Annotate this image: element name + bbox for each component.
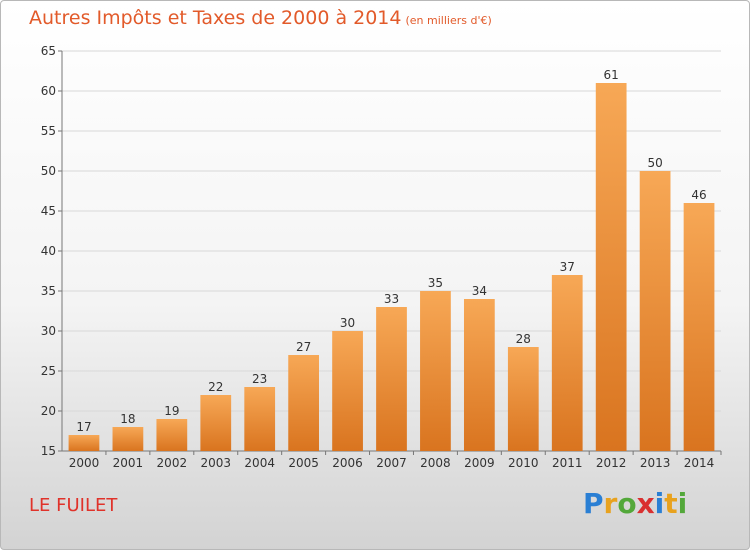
x-tick-label: 2009 <box>464 456 495 470</box>
x-tick-label: 2010 <box>508 456 539 470</box>
bar <box>639 171 671 451</box>
bar <box>683 203 715 451</box>
brand-letter: r <box>603 487 618 520</box>
x-tick-label: 2005 <box>288 456 319 470</box>
brand-logo: Proxiti <box>583 487 687 520</box>
y-tick-label: 60 <box>41 84 56 98</box>
chart-title-text: Autres Impôts et Taxes de 2000 à 2014 <box>29 7 402 29</box>
x-tick-label: 2012 <box>596 456 627 470</box>
y-tick-label: 35 <box>41 284 56 298</box>
data-label: 22 <box>208 380 223 394</box>
y-tick-label: 45 <box>41 204 56 218</box>
x-tick-label: 2002 <box>157 456 188 470</box>
x-tick-label: 2011 <box>552 456 583 470</box>
x-tick-label: 2013 <box>640 456 671 470</box>
brand-letter: P <box>583 487 604 520</box>
y-tick-label: 50 <box>41 164 56 178</box>
bar <box>244 387 276 451</box>
commune-name: LE FUILET <box>29 495 118 516</box>
chart-title: Autres Impôts et Taxes de 2000 à 2014 (en… <box>29 7 492 29</box>
data-label: 50 <box>647 156 662 170</box>
brand-letter: x <box>636 487 655 520</box>
data-label: 46 <box>691 188 706 202</box>
data-label: 30 <box>340 316 355 330</box>
bar <box>420 291 451 451</box>
x-tick-label: 2004 <box>244 456 275 470</box>
data-label: 37 <box>560 260 575 274</box>
bar <box>156 419 188 451</box>
x-tick-label: 2007 <box>376 456 407 470</box>
data-label: 33 <box>384 292 399 306</box>
brand-letter: o <box>617 487 637 520</box>
brand-letter: i <box>654 487 665 520</box>
y-tick-label: 55 <box>41 124 56 138</box>
y-tick-label: 30 <box>41 324 56 338</box>
bar <box>112 427 144 451</box>
bar <box>595 83 627 451</box>
bar <box>376 307 407 451</box>
bar <box>68 435 100 451</box>
bar <box>463 299 495 451</box>
chart-subtitle: (en milliers d'€) <box>405 14 492 27</box>
bar <box>332 331 363 451</box>
x-tick-label: 2003 <box>200 456 231 470</box>
data-label: 19 <box>164 404 179 418</box>
bar <box>551 275 583 451</box>
bar <box>507 347 539 451</box>
brand-letter: t <box>664 487 678 520</box>
data-label: 17 <box>76 420 91 434</box>
data-label: 28 <box>516 332 531 346</box>
y-tick-label: 25 <box>41 364 56 378</box>
data-label: 35 <box>428 276 443 290</box>
bar <box>288 355 320 451</box>
brand-letter: i <box>677 487 688 520</box>
y-tick-label: 40 <box>41 244 56 258</box>
data-label: 34 <box>472 284 487 298</box>
data-label: 23 <box>252 372 267 386</box>
x-tick-label: 2006 <box>332 456 363 470</box>
x-tick-label: 2008 <box>420 456 451 470</box>
data-label: 27 <box>296 340 311 354</box>
x-tick-label: 2001 <box>113 456 144 470</box>
data-label: 61 <box>604 68 619 82</box>
y-tick-label: 65 <box>41 44 56 58</box>
data-label: 18 <box>120 412 135 426</box>
labels: 15 20 25 30 35 40 45 50 55 60 65 17 2000 18 2001 19 2002… <box>41 44 715 470</box>
x-tick-label: 2000 <box>69 456 100 470</box>
bar <box>200 395 232 451</box>
x-tick-label: 2014 <box>684 456 715 470</box>
y-tick-label: 15 <box>41 444 56 458</box>
y-tick-label: 20 <box>41 404 56 418</box>
bars <box>68 83 715 451</box>
